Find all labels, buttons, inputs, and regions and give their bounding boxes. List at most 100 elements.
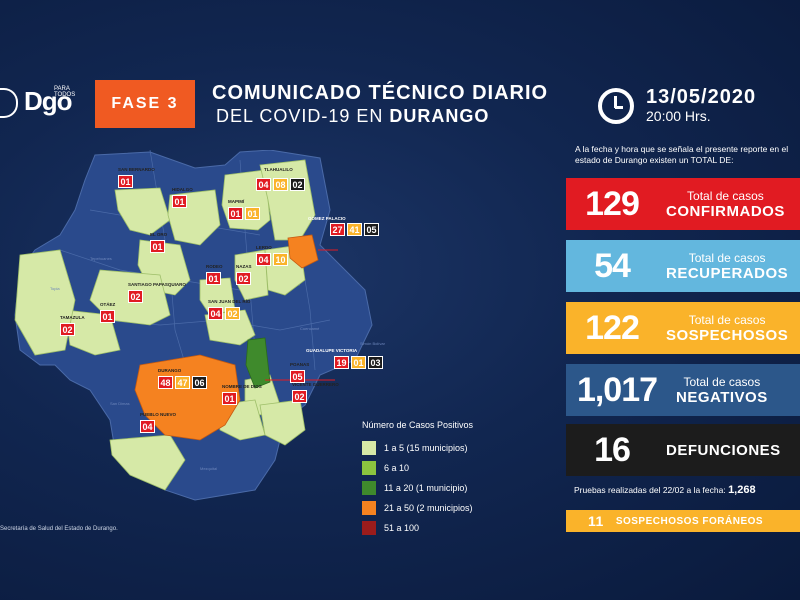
case-count-badge: 01 xyxy=(228,207,243,220)
report-time: 20:00 Hrs. xyxy=(646,108,711,124)
state-seal-icon xyxy=(0,88,18,118)
legend-label: 51 a 100 xyxy=(384,523,420,533)
legend-swatch xyxy=(362,461,376,475)
legend-item: 6 a 10 xyxy=(362,458,562,478)
case-count-badge: 01 xyxy=(222,392,237,405)
case-count-badge: 10 xyxy=(273,253,288,266)
legend: Número de Casos Positivos 1 a 5 (15 muni… xyxy=(362,420,562,538)
legend-swatch xyxy=(362,521,376,535)
legend-title: Número de Casos Positivos xyxy=(362,420,474,430)
clock-icon xyxy=(598,88,634,124)
municipio-name: DURANGO xyxy=(158,368,182,373)
stat-value: 16 xyxy=(594,430,631,469)
tests-value: 1,268 xyxy=(728,484,756,496)
report-date: 13/05/2020 xyxy=(646,86,757,108)
municipio-name: RODEO xyxy=(206,264,223,269)
case-count-badge: 01 xyxy=(245,207,260,220)
stat-value: 54 xyxy=(594,246,631,285)
case-count-badge: 47 xyxy=(175,376,190,389)
tests-label: Pruebas realizadas del 22/02 a la fecha: xyxy=(574,485,726,495)
legend-swatch xyxy=(362,481,376,495)
municipio-name: NOMBRE DE DIOS xyxy=(222,384,262,389)
municipio-name: NAZAS xyxy=(236,264,252,269)
case-count-badge: 01 xyxy=(150,240,165,253)
municipio-gomez-palacio xyxy=(287,234,319,269)
stat-negativos: 1,017 Total de casos NEGATIVOS xyxy=(566,364,800,416)
case-count-badge: 01 xyxy=(351,356,366,369)
legend-item: 1 a 5 (15 municipios) xyxy=(362,438,562,458)
stat-label-bottom: RECUPERADOS xyxy=(666,265,789,282)
stat-confirmados: 129 Total de casos CONFIRMADOS xyxy=(566,178,800,230)
phase-badge: FASE 3 xyxy=(95,80,195,128)
legend-label: 6 a 10 xyxy=(384,463,410,473)
case-count-badge: 27 xyxy=(330,223,345,236)
intro-text: A la fecha y hora que se señala el prese… xyxy=(575,144,789,165)
municipio-name: SAN BERNARDO xyxy=(118,167,155,172)
title-line1: COMUNICADO TÉCNICO DIARIO xyxy=(212,82,549,104)
legend-label: 11 a 20 (1 municipio) xyxy=(384,483,468,493)
stat-label-top: Total de casos xyxy=(687,189,764,203)
municipio-name: EL ORO xyxy=(150,232,168,237)
foreign-suspects-label: SOSPECHOSOS FORÁNEOS xyxy=(615,515,764,527)
blue-municipio-labels: Tepehuanes Topia San Dimas Cuencamé Simó… xyxy=(50,256,386,471)
municipio-name: GÓMEZ PALACIO xyxy=(308,216,346,221)
svg-text:Simón Bolívar: Simón Bolívar xyxy=(360,341,386,346)
legend-swatch xyxy=(362,501,376,515)
tests-performed: Pruebas realizadas del 22/02 a la fecha:… xyxy=(574,484,756,496)
stat-label-bottom: NEGATIVOS xyxy=(676,389,768,406)
municipio-name: SANTIAGO PAPASQUIARO xyxy=(128,282,186,287)
stat-label-bottom: SOSPECHOSOS xyxy=(666,327,789,344)
case-count-badge: 02 xyxy=(290,178,305,191)
case-count-badge: 02 xyxy=(60,323,75,336)
case-count-badge: 04 xyxy=(140,420,155,433)
title-line2-prefix: DEL COVID-19 EN xyxy=(216,106,384,126)
municipio-name: TAMAZULA xyxy=(60,315,85,320)
municipio-name: GUADALUPE VICTORIA xyxy=(306,348,358,353)
svg-text:Topia: Topia xyxy=(50,286,60,291)
municipio-name: LERDO xyxy=(256,245,272,250)
case-count-badge: 02 xyxy=(236,272,251,285)
case-count-badge: 04 xyxy=(256,253,271,266)
stat-label: Total de casos NEGATIVOS xyxy=(676,375,768,405)
municipio-name: SAN JUAN DEL RÍO xyxy=(208,299,251,304)
legend-item: 51 a 100 xyxy=(362,518,562,538)
stat-label-top: Total de casos xyxy=(683,375,761,389)
stat-label: Total de casos CONFIRMADOS xyxy=(666,189,785,219)
legend-label: 21 a 50 (2 municipios) xyxy=(384,503,473,513)
municipio-name: HIDALGO xyxy=(172,187,193,192)
case-count-badge: 06 xyxy=(192,376,207,389)
legend-label: 1 a 5 (15 municipios) xyxy=(384,443,468,453)
case-count-badge: 04 xyxy=(208,307,223,320)
stat-label: Total de casos RECUPERADOS xyxy=(666,251,788,281)
case-count-badge: 41 xyxy=(347,223,362,236)
case-count-badge: 02 xyxy=(225,307,240,320)
case-count-badge: 02 xyxy=(128,290,143,303)
case-count-badge: 04 xyxy=(256,178,271,191)
municipio-name: VICENTE GUERRERO xyxy=(292,382,339,387)
stat-value: 1,017 xyxy=(576,370,658,409)
municipio-name: TLAHUALILO xyxy=(264,167,293,172)
case-count-badge: 01 xyxy=(118,175,133,188)
source-note: Secretaría de Salud del Estado de Durang… xyxy=(0,526,118,532)
stat-value: 122 xyxy=(585,308,640,347)
municipio-name: MAPIMÍ xyxy=(228,199,245,204)
legend-swatch xyxy=(362,441,376,455)
stat-label: Total de casos SOSPECHOSOS xyxy=(666,313,788,343)
case-count-badge: 02 xyxy=(292,390,307,403)
stat-label-bottom: CONFIRMADOS xyxy=(666,203,785,220)
case-count-badge: 19 xyxy=(334,356,349,369)
case-count-badge: 01 xyxy=(172,195,187,208)
dgo-logo: Dgo PARA TODOS xyxy=(0,84,80,124)
stat-label-top: Total de casos xyxy=(688,313,766,327)
brand-tagline: PARA TODOS xyxy=(54,86,76,98)
stat-sospechosos: 122 Total de casos SOSPECHOSOS xyxy=(566,302,800,354)
svg-text:Cuencamé: Cuencamé xyxy=(300,326,320,331)
case-count-badge: 03 xyxy=(368,356,383,369)
municipio-guadalupe-victoria xyxy=(245,337,271,389)
municipio-name: POANAS xyxy=(290,362,310,367)
svg-text:Mezquital: Mezquital xyxy=(200,466,217,471)
municipio-name: PUEBLO NUEVO xyxy=(140,412,177,417)
municipio-name: OTÁEZ xyxy=(100,302,116,307)
foreign-suspects-bar: 11 SOSPECHOSOS FORÁNEOS xyxy=(566,510,800,532)
stat-label-top: Total de casos xyxy=(688,251,766,265)
